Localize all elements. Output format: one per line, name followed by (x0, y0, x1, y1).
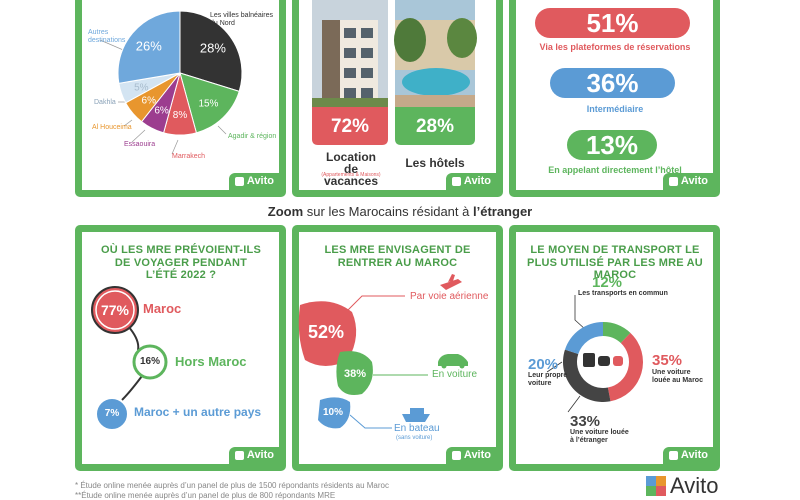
pill (567, 130, 657, 160)
value-label: 77% (100, 302, 130, 318)
value-label: 16% (139, 356, 160, 367)
value-label: 6% (154, 106, 169, 117)
photo-building (312, 0, 388, 108)
brand-badge: Avito (663, 447, 713, 464)
category-label: Leur propre voiture (528, 372, 568, 388)
value-label: 20% (528, 356, 559, 373)
value-label: 36% (586, 68, 639, 98)
value-label: 13% (585, 130, 639, 160)
value-label: 28% (415, 116, 455, 137)
pie-label: Marrakech (172, 153, 206, 160)
pill (535, 8, 690, 38)
pie-label: Agadir & région (228, 133, 277, 140)
value-label: 28% (200, 41, 226, 56)
pie-slice (179, 10, 243, 92)
item-label: Maroc (143, 301, 182, 316)
blob (318, 397, 351, 429)
value-label: 5% (134, 82, 149, 93)
pill (550, 68, 675, 98)
value-label: 52% (307, 322, 345, 342)
title-part: l’étranger (472, 204, 533, 219)
item-label: Via les plateformes de réservations (539, 42, 691, 52)
icon-car (438, 354, 468, 366)
category-label: Les transports en commun (578, 290, 668, 297)
bubble (132, 344, 168, 380)
item-note: (sans voiture) (396, 435, 433, 441)
brand-badge: Avito (229, 447, 279, 464)
item-label: Hors Maroc (175, 354, 247, 369)
value-box (395, 107, 475, 145)
panel-title: OÙ LES MRE PRÉVOIENT-ILS DE VOYAGER PEND… (100, 244, 262, 282)
category-label: Une voiture louée à l’étranger (570, 429, 629, 445)
value-label: 7% (104, 408, 120, 419)
value-label: 35% (652, 352, 683, 369)
footnote: * Étude online menée auprès d’un panel d… (75, 481, 389, 490)
donut-segment (607, 332, 643, 402)
value-label: 38% (343, 368, 367, 380)
value-label: 8% (173, 110, 188, 121)
value-label: 26% (136, 39, 162, 54)
value-box (312, 107, 388, 145)
pie-label: Autres destinations (88, 29, 126, 45)
footnote: **Étude online menée auprès d’un panel d… (75, 491, 336, 500)
pie-label: Dakhla (94, 99, 116, 106)
donut-segment (603, 322, 631, 344)
category-label: Une voiture louée au Maroc (652, 369, 703, 385)
brand-badge: Avito (229, 173, 279, 190)
brand-badge: Avito (446, 173, 496, 190)
pie-label: Essaouira (124, 141, 156, 148)
pie-slice (179, 72, 240, 134)
icon-boat (402, 408, 430, 422)
bubble (91, 286, 139, 334)
title-part: sur les Marocains résidant à (306, 204, 470, 219)
value-label: 72% (330, 116, 370, 137)
blob (336, 351, 373, 395)
panel-title: LE MOYEN DE TRANSPORT LE PLUS UTILISÉ PA… (527, 244, 703, 282)
value-label: 51% (586, 8, 639, 38)
value-label: 10% (322, 407, 343, 418)
value-label: 15% (198, 98, 218, 109)
bubble (95, 397, 129, 431)
value-label: 6% (142, 95, 157, 106)
item-label: En voiture (432, 369, 478, 380)
panel-title: LES MRE ENVISAGENT DE RENTRER AU MAROC (324, 244, 471, 269)
item-label: Les hôtels (405, 156, 465, 170)
pie-label: Les villes balnéaires du Nord (210, 12, 274, 28)
panel: Avito (509, 225, 720, 471)
logo-icon (646, 476, 666, 496)
item-label: En bateau (394, 423, 440, 434)
item-label: En appelant directement l’hôtel (548, 165, 682, 175)
value-label: 12% (592, 274, 623, 291)
logo-text: Avito (670, 473, 719, 498)
donut-segment (563, 349, 611, 403)
brand-badge: Avito (663, 173, 713, 190)
blob (298, 301, 357, 366)
item-note: (Appartements & Maisons) (321, 172, 381, 178)
title-part: Zoom (267, 204, 304, 219)
photo-hotel (394, 0, 477, 108)
donut-segment (564, 322, 603, 354)
value-label: 33% (570, 413, 601, 430)
item-label: Par voie aérienne (410, 291, 489, 302)
section-title: Zoom sur les Marocains résidant à l’étra… (0, 204, 800, 220)
item-label: Location de vacances (323, 150, 379, 188)
icon-plane (440, 274, 462, 290)
item-label: Maroc + un autre pays (134, 405, 262, 419)
pie-slice (117, 10, 181, 84)
brand-badge: Avito (446, 447, 496, 464)
pie-label: Al Houceima (92, 124, 132, 131)
item-label: Intermédiaire (586, 104, 644, 114)
icon-transport (583, 353, 623, 367)
